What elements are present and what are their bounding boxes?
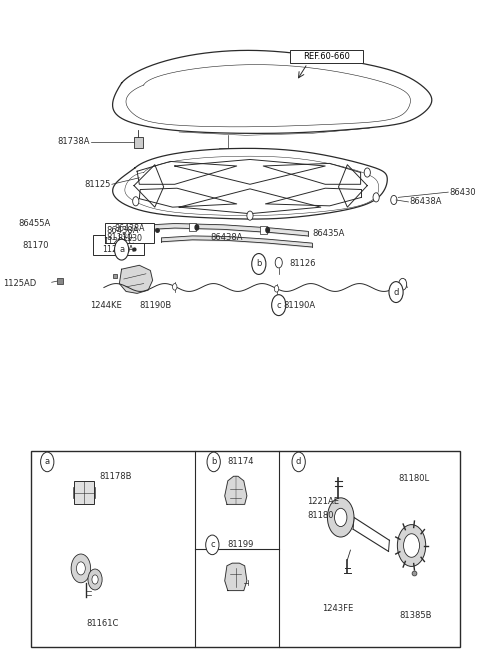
Text: 81130: 81130 bbox=[106, 234, 132, 242]
Text: a: a bbox=[45, 457, 50, 466]
Text: REF.60-660: REF.60-660 bbox=[303, 52, 350, 62]
Circle shape bbox=[88, 569, 102, 590]
Text: 86438A: 86438A bbox=[210, 234, 242, 242]
Circle shape bbox=[41, 452, 54, 472]
Circle shape bbox=[247, 211, 253, 220]
Text: 81190B: 81190B bbox=[139, 300, 171, 310]
Bar bbox=[93, 236, 144, 255]
Circle shape bbox=[335, 508, 347, 527]
Circle shape bbox=[207, 452, 220, 472]
Bar bbox=[189, 224, 196, 232]
Bar bbox=[260, 226, 267, 234]
Circle shape bbox=[275, 257, 282, 268]
Bar bbox=[105, 224, 155, 243]
Circle shape bbox=[115, 239, 129, 260]
Text: 86430: 86430 bbox=[449, 188, 476, 197]
Circle shape bbox=[195, 225, 199, 230]
Polygon shape bbox=[225, 476, 247, 504]
Text: c: c bbox=[210, 541, 215, 549]
Circle shape bbox=[274, 285, 279, 292]
Circle shape bbox=[172, 283, 177, 290]
Circle shape bbox=[206, 535, 219, 555]
Text: 81199: 81199 bbox=[228, 541, 254, 549]
Text: 86455A: 86455A bbox=[19, 219, 51, 228]
Text: b: b bbox=[256, 260, 262, 268]
Text: b: b bbox=[211, 457, 216, 466]
Text: 86438A: 86438A bbox=[106, 226, 139, 234]
Circle shape bbox=[391, 195, 397, 205]
Circle shape bbox=[142, 225, 145, 230]
Text: 81180: 81180 bbox=[308, 511, 334, 520]
Bar bbox=[136, 224, 143, 232]
Text: 1244KE: 1244KE bbox=[90, 300, 121, 310]
Text: 86438A: 86438A bbox=[409, 197, 442, 207]
Text: 81174: 81174 bbox=[228, 457, 254, 466]
Text: 81738A: 81738A bbox=[57, 137, 90, 146]
Circle shape bbox=[327, 498, 354, 537]
Circle shape bbox=[132, 197, 139, 206]
Text: 81180L: 81180L bbox=[398, 474, 430, 483]
Circle shape bbox=[92, 575, 98, 584]
Text: 1243FE: 1243FE bbox=[322, 604, 353, 613]
Text: d: d bbox=[393, 287, 399, 297]
Polygon shape bbox=[120, 265, 153, 293]
Circle shape bbox=[373, 193, 379, 202]
Circle shape bbox=[71, 554, 91, 583]
Circle shape bbox=[292, 452, 305, 472]
Text: 81130: 81130 bbox=[117, 234, 142, 243]
Circle shape bbox=[389, 281, 403, 302]
Text: 1129EC: 1129EC bbox=[103, 237, 134, 246]
Bar bbox=[290, 51, 363, 64]
Bar bbox=[134, 136, 143, 148]
Text: 86438A: 86438A bbox=[114, 224, 145, 234]
Circle shape bbox=[404, 534, 420, 558]
Text: 81161C: 81161C bbox=[86, 619, 119, 628]
Bar bbox=[74, 481, 94, 504]
Text: 1125DA: 1125DA bbox=[102, 245, 134, 255]
Text: 81190A: 81190A bbox=[283, 300, 315, 310]
Circle shape bbox=[266, 228, 269, 233]
Circle shape bbox=[252, 253, 266, 274]
Text: 1125AD: 1125AD bbox=[3, 279, 36, 288]
Text: a: a bbox=[119, 245, 124, 254]
Text: 81170: 81170 bbox=[22, 241, 48, 250]
Circle shape bbox=[364, 168, 371, 177]
Bar bbox=[31, 451, 460, 647]
Circle shape bbox=[272, 295, 286, 316]
Text: 81385B: 81385B bbox=[399, 611, 432, 620]
Circle shape bbox=[397, 525, 426, 566]
Circle shape bbox=[76, 562, 85, 575]
Circle shape bbox=[399, 278, 407, 290]
Polygon shape bbox=[225, 563, 247, 590]
Text: 1221AE: 1221AE bbox=[308, 497, 339, 506]
Text: 81125: 81125 bbox=[84, 180, 110, 189]
Text: d: d bbox=[296, 457, 301, 466]
Text: 86435A: 86435A bbox=[312, 229, 344, 237]
Text: 81178B: 81178B bbox=[99, 472, 132, 482]
Text: c: c bbox=[276, 300, 281, 310]
Text: 81126: 81126 bbox=[290, 260, 316, 268]
